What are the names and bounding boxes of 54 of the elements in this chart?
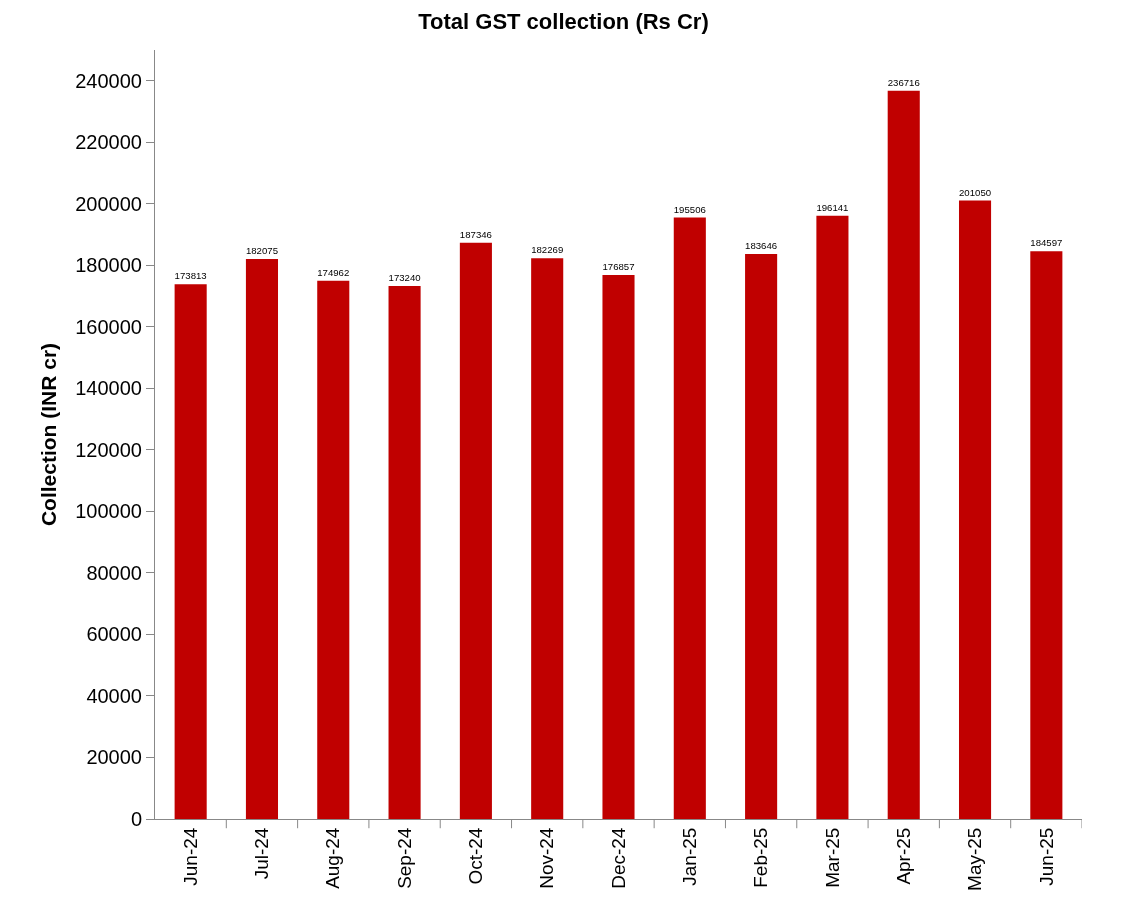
data-label: 184597 — [1030, 237, 1063, 249]
y-tick-label: 100000 — [75, 500, 142, 523]
y-tick-label: 200000 — [75, 192, 142, 215]
x-tick-label: Jun-24 — [179, 827, 201, 886]
y-tick-label: 180000 — [75, 254, 142, 277]
bar — [245, 258, 279, 819]
data-label: 195506 — [673, 203, 706, 215]
bar — [174, 284, 207, 819]
data-label: 182269 — [531, 244, 564, 256]
y-tick-label: 220000 — [75, 131, 142, 154]
data-label: 183646 — [745, 240, 778, 252]
y-tick-label: 240000 — [75, 69, 142, 92]
bar — [887, 90, 920, 819]
x-tick-label: Sep-24 — [393, 827, 415, 889]
x-tick-label: Apr-25 — [892, 827, 914, 885]
bar — [673, 217, 706, 819]
y-tick-label: 60000 — [86, 623, 142, 646]
data-label: 182075 — [245, 245, 278, 257]
x-tick-label: Aug-24 — [322, 827, 344, 889]
x-tick-label: Jan-25 — [678, 827, 700, 886]
data-label: 236716 — [887, 76, 920, 88]
bar — [459, 242, 492, 819]
data-label: 174962 — [317, 266, 350, 278]
y-tick-label: 80000 — [86, 561, 142, 584]
x-tick-label: Dec-24 — [607, 827, 629, 889]
y-tick-label: 0 — [130, 808, 142, 830]
y-tick-label: 160000 — [75, 315, 142, 338]
bar — [602, 274, 635, 819]
bar — [816, 215, 849, 819]
y-tick-label: 20000 — [86, 746, 142, 769]
y-tick-label: 140000 — [75, 377, 142, 400]
bar — [1030, 251, 1063, 819]
x-tick-label: Nov-24 — [536, 827, 558, 889]
data-label: 173813 — [174, 270, 207, 282]
data-label: 187346 — [459, 228, 492, 240]
x-tick-label: Jul-24 — [251, 827, 273, 880]
data-label: 176857 — [602, 261, 635, 273]
bar — [745, 254, 778, 819]
bar — [317, 280, 350, 819]
x-tick-label: Feb-25 — [750, 827, 772, 888]
x-tick-label: Oct-24 — [465, 827, 487, 885]
x-tick-label: Mar-25 — [821, 827, 843, 888]
x-tick-label: May-25 — [964, 827, 986, 891]
x-tick-label: Jun-25 — [1035, 827, 1057, 886]
chart-title: Total GST collection (Rs Cr) — [418, 9, 709, 35]
bar — [958, 200, 992, 819]
y-tick-label: 120000 — [75, 438, 142, 461]
y-tick-label: 40000 — [86, 684, 142, 707]
bar — [388, 286, 421, 819]
data-label: 173240 — [388, 272, 421, 284]
data-label: 196141 — [816, 201, 849, 213]
y-axis-title: Collection (INR cr) — [37, 342, 61, 527]
data-label: 201050 — [959, 186, 992, 198]
bar — [531, 258, 564, 819]
